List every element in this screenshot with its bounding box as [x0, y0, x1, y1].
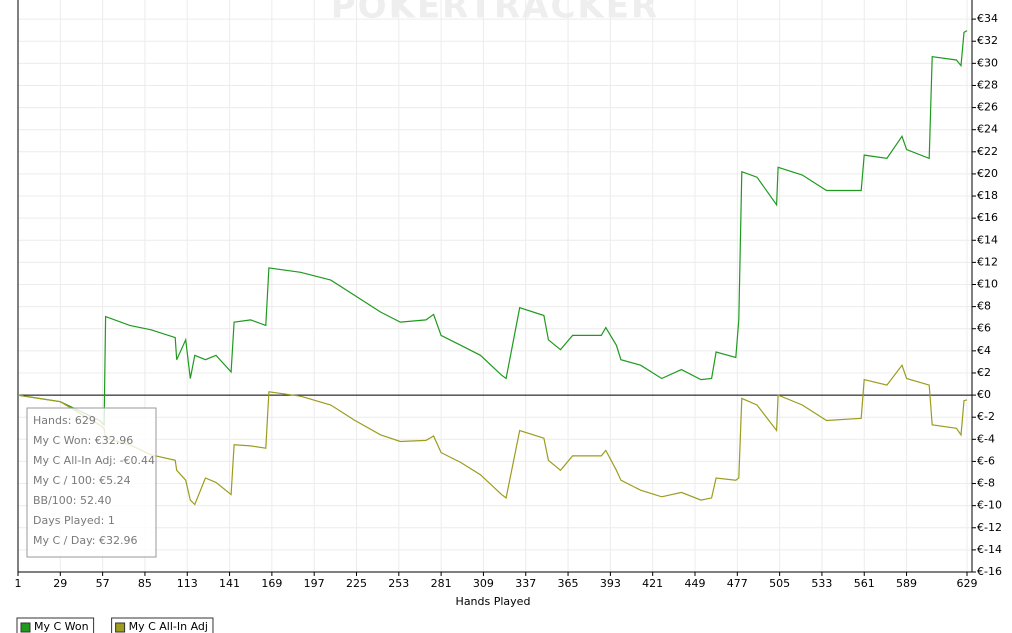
x-tick-label: 197: [304, 577, 325, 590]
y-tick-label: €14: [977, 233, 998, 246]
x-tick-label: 169: [261, 577, 282, 590]
x-tick-label: 281: [431, 577, 452, 590]
y-tick-label: €10: [977, 278, 998, 291]
legend-label: My C All-In Adj: [129, 620, 208, 633]
x-tick-label: 1: [15, 577, 22, 590]
x-axis-label: Hands Played: [456, 595, 531, 608]
y-tick-label: €4: [977, 344, 991, 357]
x-tick-label: 29: [53, 577, 67, 590]
legend-item: My C All-In Adj: [111, 617, 214, 633]
y-tick-label: €20: [977, 167, 998, 180]
x-tick-label: 533: [811, 577, 832, 590]
y-tick-label: €22: [977, 145, 998, 158]
x-tick-label: 629: [957, 577, 978, 590]
x-tick-label: 309: [473, 577, 494, 590]
x-tick-label: 561: [854, 577, 875, 590]
info-line: Days Played: 1: [33, 514, 115, 527]
y-tick-label: €32: [977, 34, 998, 47]
y-tick-label: €6: [977, 322, 991, 335]
x-tick-label: 225: [346, 577, 367, 590]
y-tick-label: €28: [977, 78, 998, 91]
y-tick-label: €18: [977, 189, 998, 202]
y-tick-label: €12: [977, 255, 998, 268]
x-tick-label: 365: [558, 577, 579, 590]
y-tick-label: €26: [977, 101, 998, 114]
watermark: POKERTRACKER: [331, 0, 659, 27]
y-tick-label: €-10: [977, 499, 1002, 512]
series-line: [17, 363, 968, 506]
series-line: [17, 30, 968, 427]
y-tick-label: €34: [977, 12, 998, 25]
y-tick-label: €-2: [977, 410, 995, 423]
info-line: Hands: 629: [33, 414, 96, 427]
y-tick-label: €30: [977, 56, 998, 69]
y-tick-label: €-14: [977, 543, 1002, 556]
y-tick-label: €-12: [977, 521, 1002, 534]
y-tick-label: €36: [977, 0, 998, 3]
info-box-frame: [26, 407, 157, 558]
y-tick-label: €16: [977, 211, 998, 224]
x-tick-label: 421: [642, 577, 663, 590]
legend-item: My C Won: [16, 617, 95, 633]
x-tick-label: 337: [515, 577, 536, 590]
info-box: Hands: 629 My C Won: €32.96 My C All-In Ad…: [26, 407, 157, 558]
y-tick-label: €8: [977, 300, 991, 313]
y-tick-label: €-16: [977, 565, 1002, 578]
legend-swatch: [20, 622, 31, 633]
x-tick-label: 141: [219, 577, 240, 590]
y-tick-label: €-8: [977, 477, 995, 490]
x-tick-label: 505: [769, 577, 790, 590]
legend-label: My C Won: [34, 620, 89, 633]
info-line: BB/100: 52.40: [33, 494, 112, 507]
x-tick-label: 449: [684, 577, 705, 590]
info-line: My C Won: €32.96: [33, 434, 133, 447]
info-line: My C All-In Adj: -€0.44: [33, 454, 155, 467]
legend-swatch: [115, 622, 126, 633]
legend-frame: [16, 617, 95, 633]
y-tick-label: €2: [977, 366, 991, 379]
x-tick-label: 253: [388, 577, 409, 590]
x-tick-label: 57: [96, 577, 110, 590]
x-tick-label: 113: [177, 577, 198, 590]
y-tick-label: €24: [977, 123, 998, 136]
x-tick-label: 477: [727, 577, 748, 590]
x-tick-label: 589: [896, 577, 917, 590]
info-line: My C / Day: €32.96: [33, 534, 138, 547]
y-tick-label: €0: [977, 388, 991, 401]
y-tick-label: €-6: [977, 454, 995, 467]
y-tick-label: €-4: [977, 432, 995, 445]
legend-frame: [111, 617, 214, 633]
x-tick-label: 393: [600, 577, 621, 590]
x-tick-label: 85: [138, 577, 152, 590]
info-line: My C / 100: €5.24: [33, 474, 131, 487]
